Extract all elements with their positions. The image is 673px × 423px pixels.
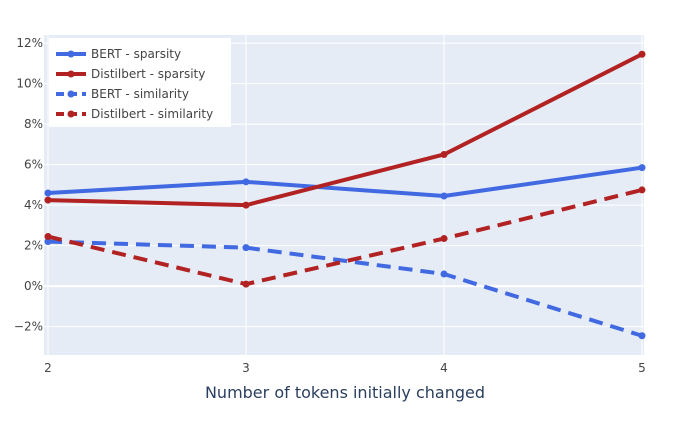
series-line — [47, 187, 643, 287]
y-tick-label: 4% — [24, 198, 43, 212]
data-point — [242, 244, 250, 252]
y-tick-label: 10% — [16, 77, 43, 91]
data-point — [242, 280, 250, 288]
data-point — [638, 50, 646, 58]
data-point — [44, 238, 52, 246]
legend-label: Distilbert - similarity — [91, 107, 213, 121]
legend-label: BERT - sparsity — [91, 47, 181, 61]
x-tick-label: 5 — [638, 361, 646, 375]
data-point — [440, 192, 448, 200]
legend-marker — [67, 70, 75, 78]
data-point — [638, 332, 646, 340]
data-point — [242, 201, 250, 209]
y-tick-label: 6% — [24, 158, 43, 172]
series-line — [47, 165, 643, 199]
legend-marker — [67, 110, 75, 118]
series-line — [47, 239, 643, 338]
y-tick-label: 0% — [24, 279, 43, 293]
y-tick-label: −2% — [14, 320, 43, 334]
data-point — [638, 186, 646, 194]
y-tick-label: 2% — [24, 239, 43, 253]
data-point — [44, 196, 52, 204]
data-point — [44, 233, 52, 241]
x-tick-label: 2 — [44, 361, 52, 375]
legend[interactable]: BERT - sparsity Distilbert - sparsity BERT… — [49, 38, 231, 127]
data-point — [440, 150, 448, 158]
x-axis: 2 3 4 5 — [44, 361, 646, 375]
series-group — [44, 50, 646, 340]
y-tick-label: 12% — [16, 36, 43, 50]
legend-marker — [67, 90, 75, 98]
legend-label: BERT - similarity — [91, 87, 189, 101]
x-tick-label: 4 — [440, 361, 448, 375]
data-point — [242, 178, 250, 186]
x-axis-title: Number of tokens initially changed — [205, 383, 485, 402]
x-tick-label: 3 — [242, 361, 250, 375]
data-point — [638, 164, 646, 172]
data-point — [440, 270, 448, 278]
legend-label: Distilbert - sparsity — [91, 67, 205, 81]
data-point — [440, 235, 448, 243]
y-axis: −2% 0% 2% 4% 6% 8% 10% 12% — [14, 36, 43, 334]
y-tick-label: 8% — [24, 117, 43, 131]
legend-marker — [67, 50, 75, 58]
data-point — [44, 189, 52, 197]
series-line — [47, 52, 643, 208]
